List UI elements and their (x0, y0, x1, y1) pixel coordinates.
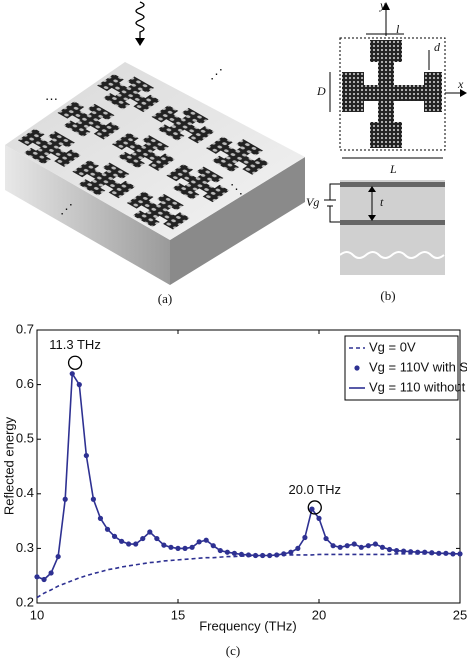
annotation-circle (67, 355, 83, 370)
axis-letter: x (457, 77, 464, 91)
legend-label: Vg = 0V (369, 339, 416, 354)
y-axis-label: Reflected energy (1, 416, 16, 515)
panel-label: (c) (226, 643, 240, 658)
annotation: 20.0 THz (289, 482, 342, 497)
data-line (36, 553, 460, 599)
substrate: t Vg (306, 180, 445, 275)
y-tick-label: 0.4 (16, 485, 34, 500)
x-tick-label: 20 (312, 607, 326, 622)
ellipsis: ⋰ (210, 66, 223, 81)
dim-letter: D (316, 84, 326, 98)
slab: ⋰ ⋯ ⋱ ⋰ (5, 1, 305, 285)
annotation-circle (307, 500, 322, 515)
x-tick-label: 10 (30, 607, 44, 622)
unit-cell: y x l d D L (316, 0, 467, 176)
y-tick-label: 0.5 (16, 431, 34, 446)
annotation: 11.3 THz (49, 337, 101, 352)
panel-label: (a) (158, 291, 172, 306)
ellipsis: ⋱ (230, 181, 243, 196)
x-axis-label: Frequency (THz) (199, 618, 297, 633)
x-tick-label: 25 (453, 607, 467, 622)
ellipsis: ⋰ (60, 201, 73, 216)
legend-swatch (354, 365, 360, 371)
legend-box (344, 335, 459, 401)
y-tick-label: 0.6 (16, 376, 34, 391)
axis-letter: y (379, 0, 386, 12)
dim-letter: L (389, 162, 397, 176)
metasurface (17, 68, 277, 235)
voltage-label: Vg (306, 195, 319, 209)
y-tick-label: 0.3 (16, 540, 34, 555)
panel-label: (b) (380, 288, 395, 303)
dim-letter: t (380, 195, 384, 209)
ellipsis: ⋯ (45, 91, 58, 106)
dim-letter: l (396, 22, 400, 36)
y-tick-label: 0.7 (16, 321, 34, 336)
legend-label: Vg = 110 without SD (369, 379, 467, 394)
dim-letter: d (434, 40, 441, 54)
plot-frame (36, 329, 461, 604)
data-line (36, 371, 460, 581)
legend-label: Vg = 110V with SD (369, 359, 467, 374)
x-tick-label: 15 (171, 607, 185, 622)
y-tick-label: 0.2 (16, 594, 34, 609)
